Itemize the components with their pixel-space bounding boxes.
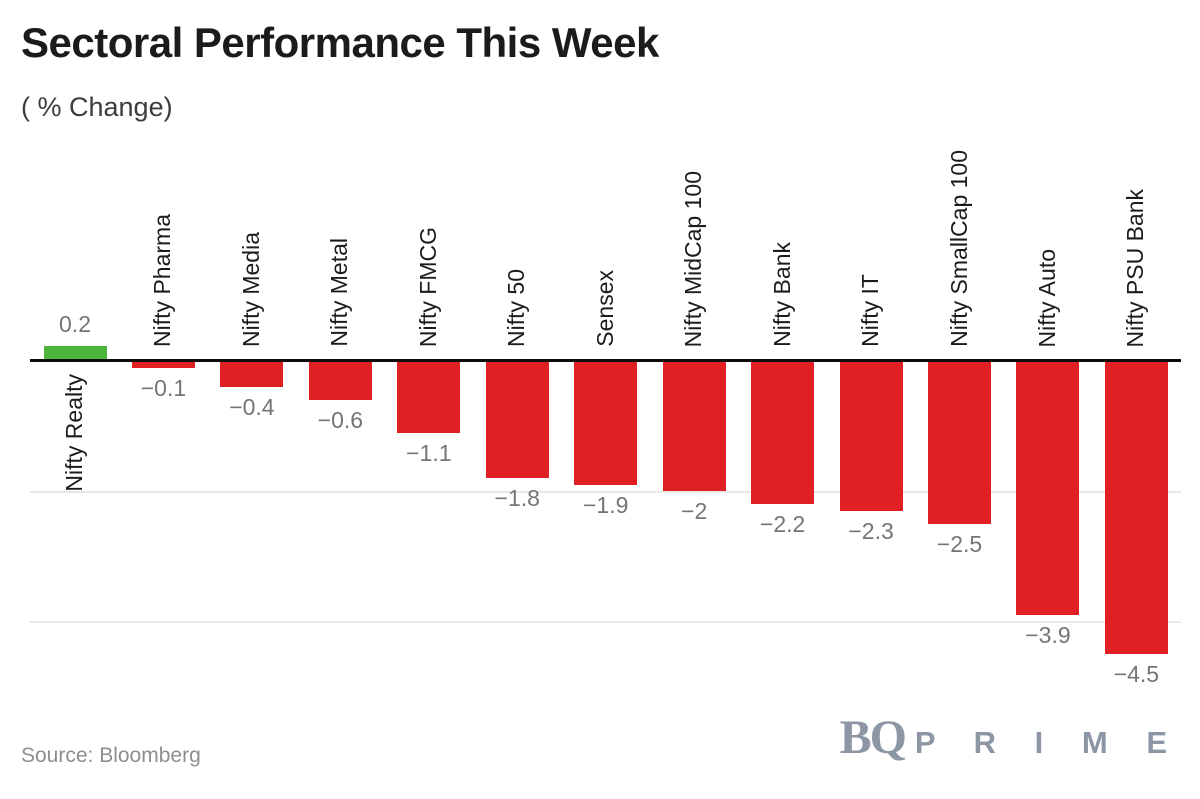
bq-prime-logo-bq: BQ — [839, 711, 907, 764]
value-label-nifty-midcap-100: −2 — [681, 498, 708, 524]
value-label-nifty-realty: 0.2 — [59, 311, 91, 337]
value-label-nifty-50: −1.8 — [494, 485, 540, 511]
value-label-nifty-fmcg: −1.1 — [406, 439, 452, 466]
category-label-nifty-realty: Nifty Realty — [61, 374, 87, 492]
value-label-nifty-pharma: −0.1 — [140, 374, 187, 401]
source-attribution: Source: Bloomberg — [21, 744, 201, 767]
chart-subtitle: ( % Change) — [21, 92, 173, 122]
bar-nifty-auto — [1016, 361, 1080, 615]
bar-nifty-it — [839, 361, 903, 511]
value-label-nifty-media: −0.4 — [229, 394, 275, 420]
category-label-nifty-bank: Nifty Bank — [768, 242, 795, 347]
bar-nifty-bank — [751, 361, 815, 504]
category-label-nifty-psu-bank: Nifty PSU Bank — [1122, 188, 1149, 348]
category-label-nifty-metal: Nifty Metal — [326, 238, 353, 347]
category-label-nifty-it: Nifty IT — [857, 274, 884, 347]
zero-axis-line — [30, 359, 1181, 362]
bar-nifty-smallcap-100 — [928, 361, 991, 524]
category-label-nifty-smallcap-100: Nifty SmallCap 100 — [945, 150, 972, 347]
value-label-nifty-it: −2.3 — [848, 517, 894, 544]
category-label-nifty-pharma: Nifty Pharma — [149, 214, 176, 347]
value-label-nifty-smallcap-100: −2.5 — [936, 530, 983, 557]
bar-sensex — [574, 361, 638, 485]
gridline--2 — [30, 491, 1181, 493]
bar-nifty-psu-bank — [1104, 361, 1168, 654]
bq-prime-logo: BQ P R I M E — [840, 714, 1182, 762]
category-label-sensex: Sensex — [591, 270, 618, 347]
bar-nifty-fmcg — [397, 361, 461, 433]
value-label-nifty-psu-bank: −4.5 — [1113, 660, 1160, 687]
value-label-nifty-bank: −2.2 — [759, 511, 806, 537]
chart-title: Sectoral Performance This Week — [21, 19, 659, 66]
category-label-nifty-fmcg: Nifty FMCG — [414, 226, 441, 347]
category-label-nifty-auto: Nifty Auto — [1033, 248, 1060, 347]
gridline--4 — [30, 621, 1181, 623]
bar-nifty-realty — [43, 346, 107, 359]
category-label-nifty-50: Nifty 50 — [503, 269, 530, 347]
bar-nifty-media — [220, 361, 284, 387]
bar-nifty-metal — [308, 361, 372, 400]
category-label-nifty-media: Nifty Media — [237, 231, 264, 347]
category-label-nifty-midcap-100: Nifty MidCap 100 — [680, 170, 707, 347]
bar-nifty-pharma — [131, 361, 195, 368]
value-label-nifty-metal: −0.6 — [317, 407, 364, 433]
value-label-sensex: −1.9 — [582, 491, 629, 518]
bar-nifty-50 — [485, 361, 549, 478]
bq-prime-logo-prime: P R I M E — [914, 725, 1182, 760]
value-label-nifty-auto: −3.9 — [1025, 621, 1071, 648]
bar-nifty-midcap-100 — [662, 361, 726, 491]
